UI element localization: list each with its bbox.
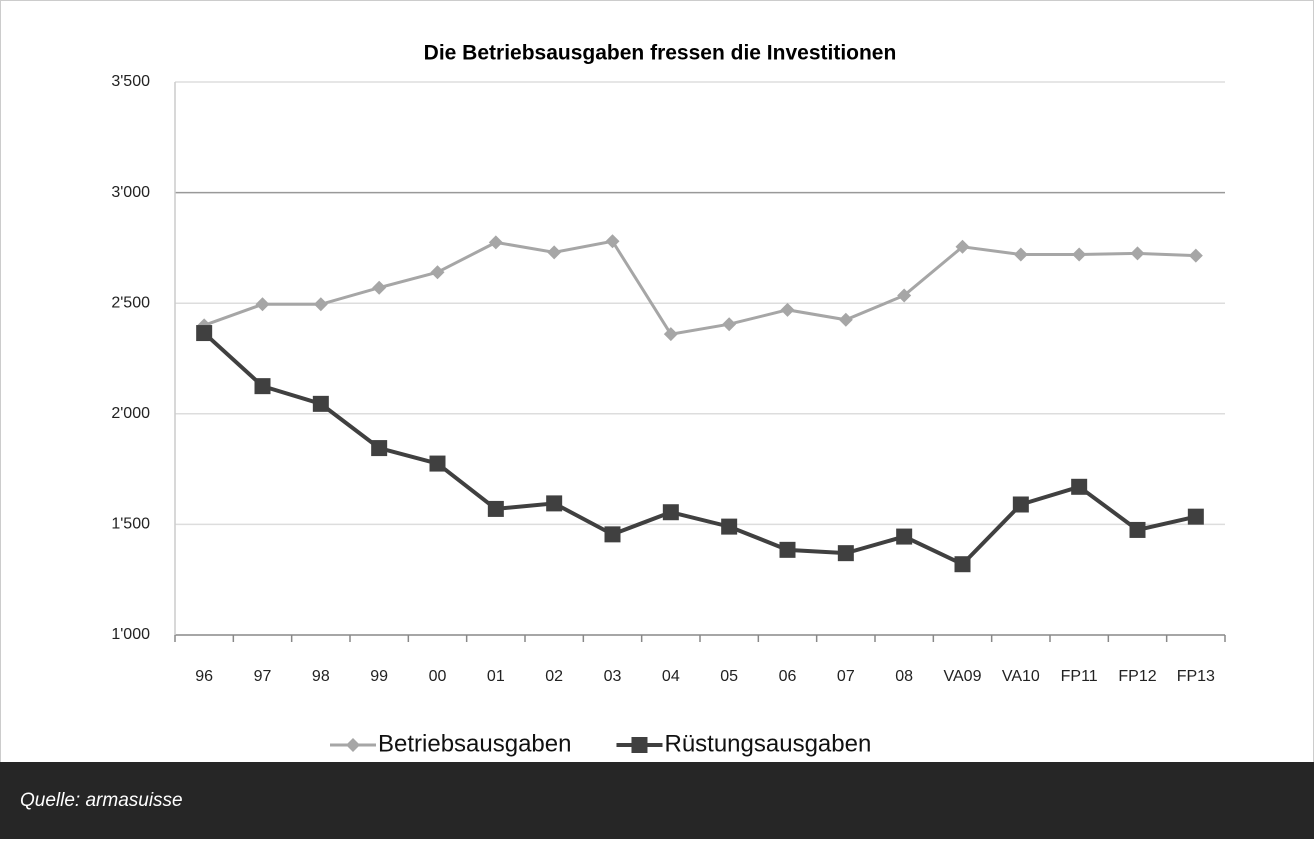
marker [955, 239, 970, 254]
marker [896, 528, 913, 545]
marker [1130, 246, 1145, 261]
footer-bar [0, 762, 1314, 839]
marker [430, 265, 445, 280]
x-tick-label: FP13 [1177, 668, 1215, 685]
series-line [202, 331, 1197, 567]
y-tick-label: 3'500 [111, 73, 150, 90]
x-tick-label: FP11 [1061, 668, 1098, 685]
marker [780, 302, 795, 317]
marker [372, 280, 387, 295]
x-tick-label: 02 [545, 668, 563, 685]
y-tick-label: 1'500 [111, 516, 150, 533]
source: Quelle: armasuisse [20, 790, 183, 811]
marker [196, 325, 213, 342]
marker [371, 440, 388, 457]
marker [547, 245, 562, 260]
marker [604, 526, 621, 543]
series-line [203, 239, 1196, 336]
x-tick-label: 05 [720, 668, 738, 685]
x-tick-label: VA09 [944, 668, 982, 685]
legend-label: Betriebsausgaben [378, 730, 571, 757]
marker [254, 378, 271, 395]
x-tick-label: 07 [837, 668, 855, 685]
marker [721, 518, 738, 535]
x-tick-label: 96 [195, 668, 213, 685]
marker [1188, 248, 1203, 263]
x-tick-label: 08 [895, 668, 913, 685]
y-tick-label: 2'500 [111, 294, 150, 311]
marker [722, 317, 737, 332]
marker [605, 234, 620, 249]
x-tick-label: FP12 [1118, 668, 1156, 685]
marker [312, 395, 329, 412]
marker [255, 297, 270, 312]
y-tick-label: 2'000 [111, 405, 150, 422]
marker [1187, 508, 1204, 525]
marker [662, 504, 679, 521]
x-tick-label: 03 [604, 668, 622, 685]
frame [0, 0, 1314, 763]
legend-label: Rüstungsausgaben [664, 730, 871, 757]
x-tick-label: 06 [779, 668, 797, 685]
marker [487, 500, 504, 517]
marker [1072, 247, 1087, 262]
marker [1012, 496, 1029, 513]
x-tick-label: 04 [662, 668, 680, 685]
chart-title: Die Betriebsausgaben fressen die Investi… [424, 42, 897, 65]
marker [1071, 478, 1088, 495]
x-tick-label: 97 [254, 668, 272, 685]
marker [429, 455, 446, 472]
y-tick-label: 3'000 [111, 184, 150, 201]
marker [663, 327, 678, 342]
marker [779, 541, 796, 558]
marker [631, 737, 648, 753]
x-tick-label: 99 [370, 668, 388, 685]
marker [838, 312, 853, 327]
marker [897, 288, 912, 303]
x-tick-label: VA10 [1002, 668, 1040, 685]
marker [1013, 247, 1028, 262]
marker [346, 738, 360, 752]
y-tick-label: 1'000 [111, 626, 150, 643]
x-tick-label: 01 [487, 668, 505, 685]
marker [837, 545, 854, 562]
x-tick-label: 00 [429, 668, 447, 685]
marker [1129, 521, 1146, 538]
marker [954, 556, 971, 573]
marker [546, 495, 563, 512]
marker [313, 297, 328, 312]
x-tick-label: 98 [312, 668, 330, 685]
marker [488, 235, 503, 250]
